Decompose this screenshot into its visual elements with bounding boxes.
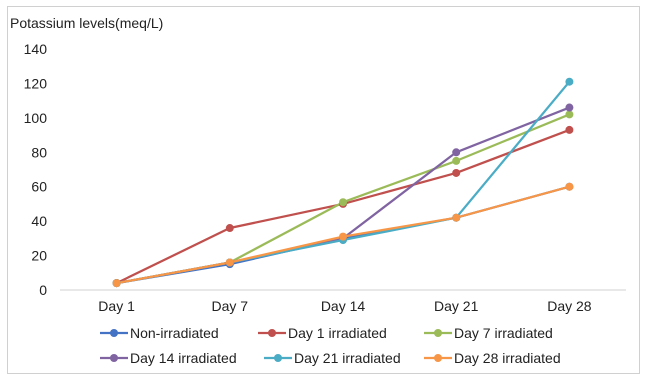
legend-item: Day 28 irradiated	[424, 350, 561, 366]
legend-marker	[110, 329, 118, 337]
y-tick-label: 140	[24, 41, 48, 57]
y-tick-label: 20	[31, 248, 47, 264]
y-tick-label: 60	[31, 179, 47, 195]
legend-marker	[268, 329, 276, 337]
data-point	[565, 110, 574, 119]
y-tick-label: 0	[39, 282, 47, 298]
data-point	[452, 156, 461, 165]
y-tick-label: 120	[24, 75, 48, 91]
data-point	[565, 77, 574, 86]
legend-label: Day 21 irradiated	[294, 350, 401, 366]
series-line-4	[116, 80, 571, 285]
data-point	[225, 224, 234, 233]
y-axis: 0 20 40 60 80 100 120 140	[24, 41, 48, 298]
series-lines	[116, 80, 571, 285]
legend-label: Day 14 irradiated	[130, 350, 237, 366]
legend-item: Day 14 irradiated	[100, 350, 237, 366]
x-tick-label: Day 7	[212, 298, 249, 314]
legend-label: Non-irradiated	[130, 325, 219, 341]
data-point	[565, 182, 574, 191]
data-point	[112, 279, 121, 288]
chart-frame: Potassium levels(meq/L) 0 20 40 60 80 100 120 1…	[7, 6, 640, 374]
data-point	[225, 258, 234, 267]
x-axis: Day 1 Day 7 Day 14 Day 21 Day 28	[98, 298, 591, 314]
series-line-3	[116, 106, 570, 285]
legend: Non-irradiated Day 1 irradiated Day 7 irra…	[100, 325, 561, 366]
legend-item: Non-irradiated	[100, 325, 219, 341]
legend-marker	[274, 354, 282, 362]
x-tick-label: Day 1	[98, 298, 135, 314]
x-tick-label: Day 21	[434, 298, 479, 314]
line-chart: Potassium levels(meq/L) 0 20 40 60 80 100 120 1…	[10, 15, 626, 366]
legend-item: Day 7 irradiated	[424, 325, 553, 341]
legend-item: Day 1 irradiated	[258, 325, 387, 341]
legend-label: Day 28 irradiated	[454, 350, 561, 366]
y-tick-label: 40	[31, 213, 47, 229]
y-axis-title: Potassium levels(meq/L)	[10, 15, 163, 31]
y-tick-label: 100	[24, 110, 48, 126]
legend-marker	[434, 354, 442, 362]
x-tick-label: Day 28	[547, 298, 592, 314]
data-point	[452, 168, 461, 177]
data-point	[565, 103, 574, 112]
legend-marker	[434, 329, 442, 337]
y-tick-label: 80	[31, 144, 47, 160]
data-point	[452, 148, 461, 157]
series-points	[112, 77, 574, 288]
data-point	[565, 125, 574, 134]
legend-item: Day 21 irradiated	[264, 350, 401, 366]
legend-label: Day 7 irradiated	[454, 325, 553, 341]
legend-marker	[110, 354, 118, 362]
legend-label: Day 1 irradiated	[288, 325, 387, 341]
data-point	[452, 213, 461, 222]
data-point	[339, 232, 347, 241]
x-tick-label: Day 14	[321, 298, 366, 314]
data-point	[339, 198, 347, 207]
